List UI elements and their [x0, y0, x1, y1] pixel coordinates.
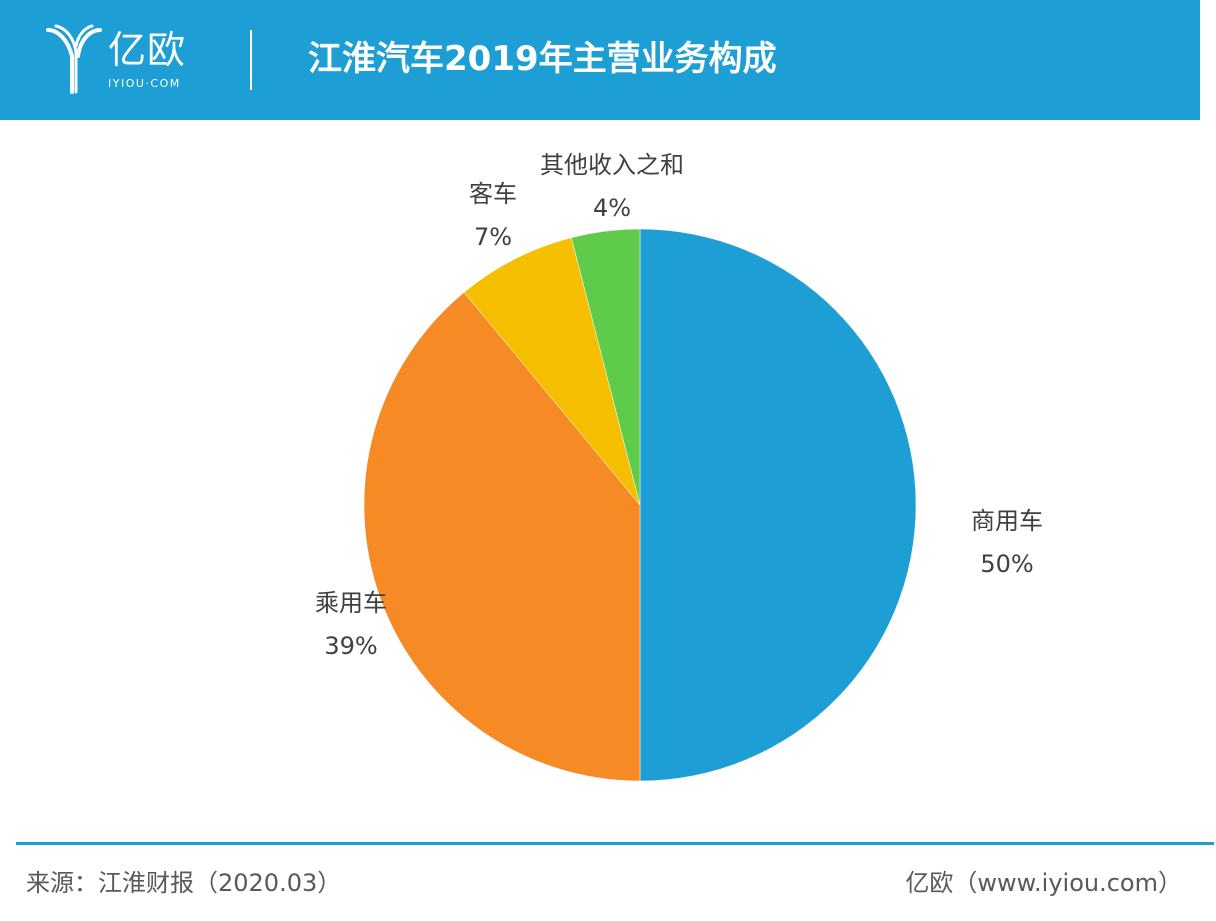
- page-title: 江淮汽车2019年主营业务构成: [308, 39, 777, 79]
- slice-value-commercial-vehicle: 50%: [980, 550, 1033, 578]
- pie-slice-passenger-car: [363, 291, 641, 782]
- pie-slice-bus: [463, 237, 641, 506]
- slice-label-passenger-car: 乘用车: [315, 589, 387, 617]
- slice-label-bus: 客车: [469, 180, 517, 208]
- logo-y-icon: [46, 24, 102, 94]
- header-divider: [250, 30, 252, 90]
- slice-label-commercial-vehicle: 商用车: [971, 507, 1043, 535]
- footer-divider: [16, 842, 1214, 845]
- slice-value-bus: 7%: [474, 223, 512, 251]
- logo-domain: IYIOU·COM: [108, 77, 181, 90]
- slice-value-other-income: 4%: [593, 194, 631, 222]
- logo-wordmark: 亿欧: [108, 28, 187, 72]
- pie-slice-commercial-vehicle: [639, 228, 917, 782]
- brand-credit: 亿欧（www.iyiou.com）: [905, 869, 1182, 897]
- slice-label-other-income: 其他收入之和: [540, 151, 684, 179]
- slice-value-passenger-car: 39%: [324, 632, 377, 660]
- brand-logo: 亿欧 IYIOU·COM: [44, 22, 214, 100]
- source-note: 来源：江淮财报（2020.03）: [26, 869, 342, 897]
- header-bar: 亿欧 IYIOU·COM 江淮汽车2019年主营业务构成: [0, 0, 1200, 120]
- pie-slice-other-income: [571, 228, 641, 506]
